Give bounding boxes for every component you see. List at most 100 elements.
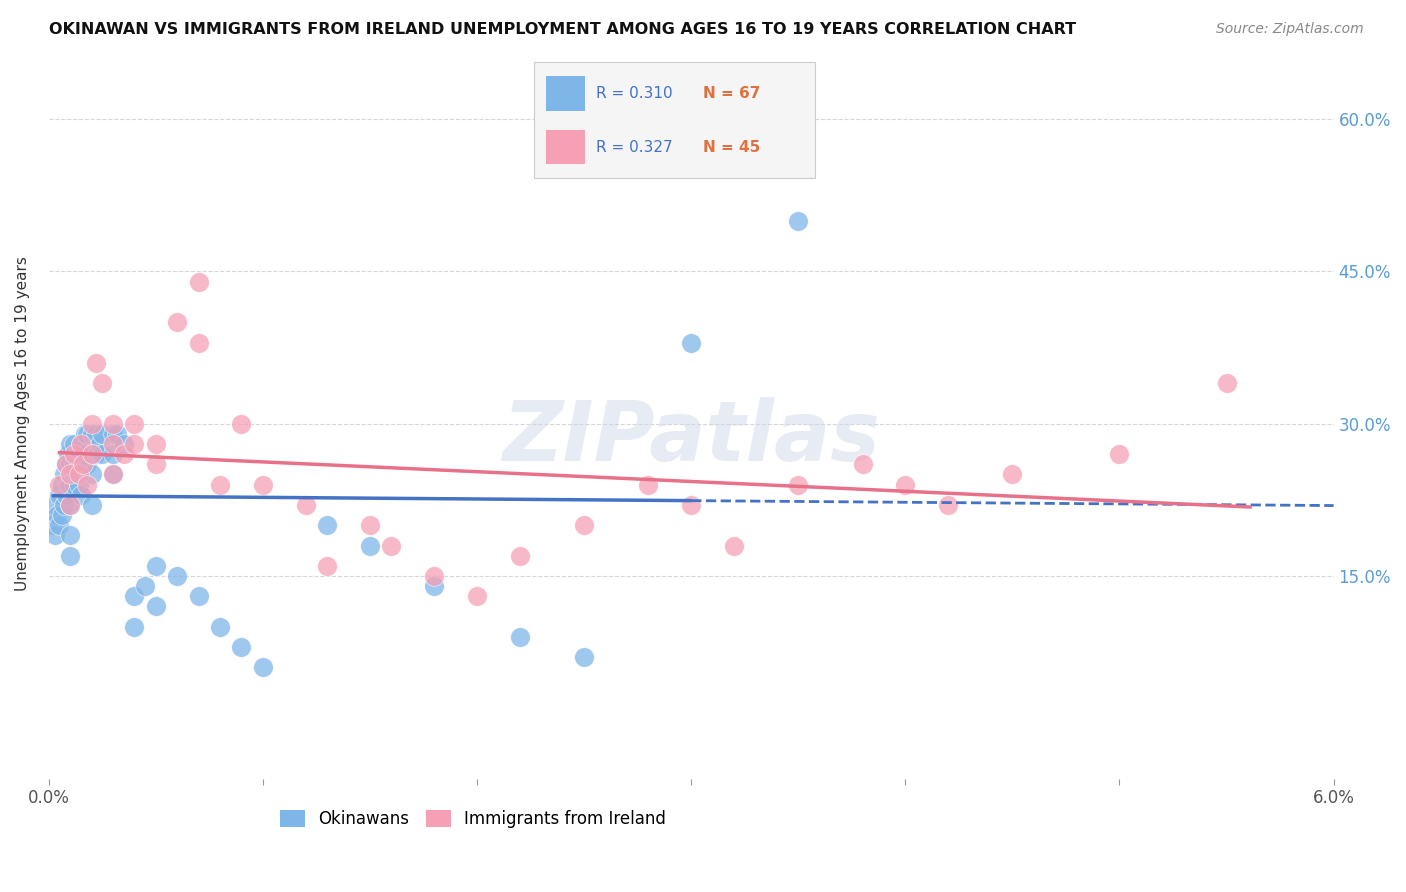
Point bbox=[91, 376, 114, 391]
Point bbox=[231, 417, 253, 431]
Point bbox=[316, 558, 339, 573]
Point bbox=[894, 477, 917, 491]
Point bbox=[89, 437, 111, 451]
Point bbox=[145, 599, 167, 614]
Point bbox=[187, 335, 209, 350]
Point bbox=[1108, 447, 1130, 461]
Point bbox=[84, 426, 107, 441]
Point bbox=[75, 426, 97, 441]
Point bbox=[145, 458, 167, 472]
Point bbox=[67, 467, 90, 482]
Point bbox=[787, 477, 810, 491]
Text: OKINAWAN VS IMMIGRANTS FROM IRELAND UNEMPLOYMENT AMONG AGES 16 TO 19 YEARS CORRE: OKINAWAN VS IMMIGRANTS FROM IRELAND UNEM… bbox=[49, 22, 1077, 37]
Point bbox=[91, 447, 114, 461]
Point bbox=[124, 620, 146, 634]
Point bbox=[70, 437, 93, 451]
Point bbox=[59, 437, 82, 451]
Point bbox=[55, 488, 77, 502]
Point bbox=[63, 458, 86, 472]
Point bbox=[51, 508, 73, 522]
Point bbox=[465, 589, 488, 603]
Point bbox=[359, 518, 381, 533]
Point bbox=[124, 417, 146, 431]
Point bbox=[84, 356, 107, 370]
Point bbox=[52, 498, 75, 512]
Point bbox=[70, 437, 93, 451]
Point bbox=[252, 660, 274, 674]
Point bbox=[112, 437, 135, 451]
Point bbox=[572, 518, 595, 533]
Point bbox=[59, 498, 82, 512]
Point bbox=[101, 467, 124, 482]
Text: N = 67: N = 67 bbox=[703, 87, 761, 102]
Point bbox=[46, 508, 69, 522]
Point bbox=[48, 518, 70, 533]
FancyBboxPatch shape bbox=[546, 129, 585, 164]
Point bbox=[70, 458, 93, 472]
Point bbox=[105, 426, 128, 441]
Point bbox=[509, 630, 531, 644]
Point bbox=[65, 467, 87, 482]
Y-axis label: Unemployment Among Ages 16 to 19 years: Unemployment Among Ages 16 to 19 years bbox=[15, 256, 30, 591]
Point bbox=[84, 447, 107, 461]
Point bbox=[101, 447, 124, 461]
Point bbox=[851, 458, 873, 472]
Point bbox=[76, 426, 98, 441]
Point bbox=[637, 477, 659, 491]
Text: R = 0.310: R = 0.310 bbox=[596, 87, 672, 102]
Point bbox=[63, 447, 86, 461]
Point bbox=[359, 539, 381, 553]
Point bbox=[209, 620, 232, 634]
Point bbox=[423, 579, 446, 593]
Point bbox=[723, 539, 745, 553]
Point bbox=[63, 477, 86, 491]
Point bbox=[55, 458, 77, 472]
Point bbox=[936, 498, 959, 512]
Point bbox=[572, 650, 595, 665]
Point bbox=[44, 528, 66, 542]
Point bbox=[681, 335, 703, 350]
Point bbox=[48, 488, 70, 502]
Point bbox=[48, 477, 70, 491]
Point bbox=[101, 467, 124, 482]
Point bbox=[145, 558, 167, 573]
Point bbox=[134, 579, 156, 593]
Text: Source: ZipAtlas.com: Source: ZipAtlas.com bbox=[1216, 22, 1364, 37]
Point bbox=[59, 458, 82, 472]
Point bbox=[101, 417, 124, 431]
Legend: Okinawans, Immigrants from Ireland: Okinawans, Immigrants from Ireland bbox=[273, 803, 672, 835]
Point bbox=[80, 447, 103, 461]
Point bbox=[509, 549, 531, 563]
Text: R = 0.327: R = 0.327 bbox=[596, 139, 672, 154]
Point bbox=[166, 569, 188, 583]
Point bbox=[124, 437, 146, 451]
FancyBboxPatch shape bbox=[546, 77, 585, 112]
Point bbox=[80, 447, 103, 461]
Point bbox=[1215, 376, 1237, 391]
Point bbox=[681, 498, 703, 512]
Point bbox=[55, 458, 77, 472]
Point bbox=[166, 315, 188, 329]
Point bbox=[76, 458, 98, 472]
Point bbox=[80, 467, 103, 482]
Point bbox=[80, 426, 103, 441]
Point bbox=[56, 447, 79, 461]
Point bbox=[1001, 467, 1024, 482]
Point bbox=[112, 447, 135, 461]
Point bbox=[51, 477, 73, 491]
Point bbox=[44, 498, 66, 512]
Point bbox=[75, 447, 97, 461]
Point bbox=[67, 477, 90, 491]
Point bbox=[187, 589, 209, 603]
Point bbox=[101, 437, 124, 451]
Point bbox=[65, 447, 87, 461]
Point bbox=[52, 467, 75, 482]
Point bbox=[380, 539, 402, 553]
Point bbox=[91, 426, 114, 441]
Point bbox=[42, 518, 65, 533]
Point bbox=[59, 477, 82, 491]
Point bbox=[76, 477, 98, 491]
Point bbox=[70, 488, 93, 502]
FancyBboxPatch shape bbox=[534, 62, 815, 178]
Point bbox=[101, 426, 124, 441]
